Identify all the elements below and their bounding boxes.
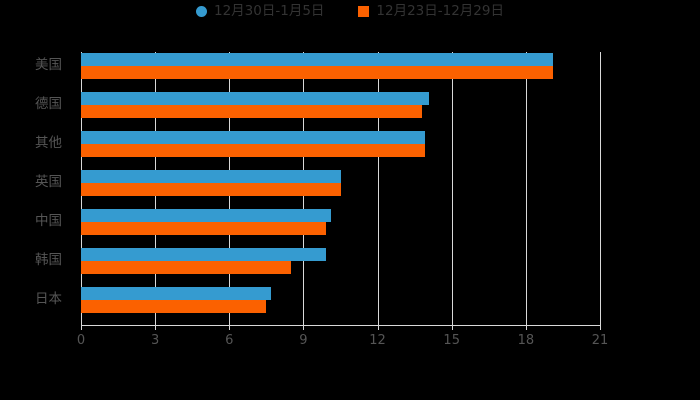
square-marker-icon — [358, 6, 370, 17]
bar-美国-series-1[interactable] — [81, 66, 554, 79]
bar-美国-series-0[interactable] — [81, 53, 554, 66]
legend-label-series-0: 12月30日-1月5日 — [214, 3, 325, 19]
x-tick-mark-5 — [451, 325, 453, 330]
bar-其他-series-1[interactable] — [81, 144, 425, 157]
bar-日本-series-0[interactable] — [81, 287, 272, 300]
y-tick-label-5: 韩国 — [35, 252, 62, 268]
bar-日本-series-1[interactable] — [81, 300, 267, 313]
bar-韩国-series-0[interactable] — [81, 248, 326, 261]
x-tick-label-7: 21 — [591, 333, 609, 348]
bar-德国-series-1[interactable] — [81, 105, 423, 118]
bar-中国-series-1[interactable] — [81, 222, 326, 235]
gridline — [525, 52, 527, 325]
y-tick-label-1: 德国 — [35, 96, 62, 112]
gridline — [377, 52, 379, 325]
bar-其他-series-0[interactable] — [81, 131, 425, 144]
bar-韩国-series-1[interactable] — [81, 261, 292, 274]
x-tick-mark-4 — [377, 325, 379, 330]
bar-英国-series-0[interactable] — [81, 170, 341, 183]
x-tick-mark-7 — [600, 325, 601, 330]
legend-label-series-1: 12月23日-12月29日 — [376, 3, 504, 19]
bar-中国-series-0[interactable] — [81, 209, 331, 222]
circle-marker-icon — [196, 6, 207, 17]
x-tick-mark-2 — [229, 325, 231, 330]
chart-legend: 12月30日-1月5日 12月23日-12月29日 — [0, 4, 700, 19]
x-tick-label-1: 3 — [151, 333, 160, 348]
x-tick-label-6: 18 — [517, 333, 535, 348]
x-tick-label-3: 9 — [299, 333, 308, 348]
x-tick-label-0: 0 — [76, 333, 86, 348]
gridline — [451, 52, 453, 325]
x-tick-mark-3 — [303, 325, 305, 330]
bar-英国-series-1[interactable] — [81, 183, 341, 196]
x-axis-line — [81, 325, 601, 326]
y-tick-label-4: 中国 — [35, 213, 62, 229]
x-tick-mark-0 — [81, 325, 82, 330]
plot-area — [81, 52, 601, 325]
bar-德国-series-0[interactable] — [81, 92, 430, 105]
x-tick-label-2: 6 — [225, 333, 234, 348]
y-tick-label-2: 其他 — [35, 135, 62, 151]
legend-item-series-1[interactable]: 12月23日-12月29日 — [358, 4, 504, 19]
gridline — [600, 52, 601, 325]
x-tick-mark-1 — [155, 325, 157, 330]
x-tick-label-4: 12 — [369, 333, 386, 348]
y-tick-label-0: 美国 — [35, 57, 62, 73]
x-tick-label-5: 15 — [443, 333, 460, 348]
x-tick-mark-6 — [525, 325, 527, 330]
y-tick-label-6: 日本 — [35, 291, 62, 307]
legend-item-series-0[interactable]: 12月30日-1月5日 — [196, 4, 324, 19]
y-axis-labels: 美国德国其他英国中国韩国日本 — [0, 52, 71, 325]
y-tick-label-3: 英国 — [35, 174, 62, 190]
